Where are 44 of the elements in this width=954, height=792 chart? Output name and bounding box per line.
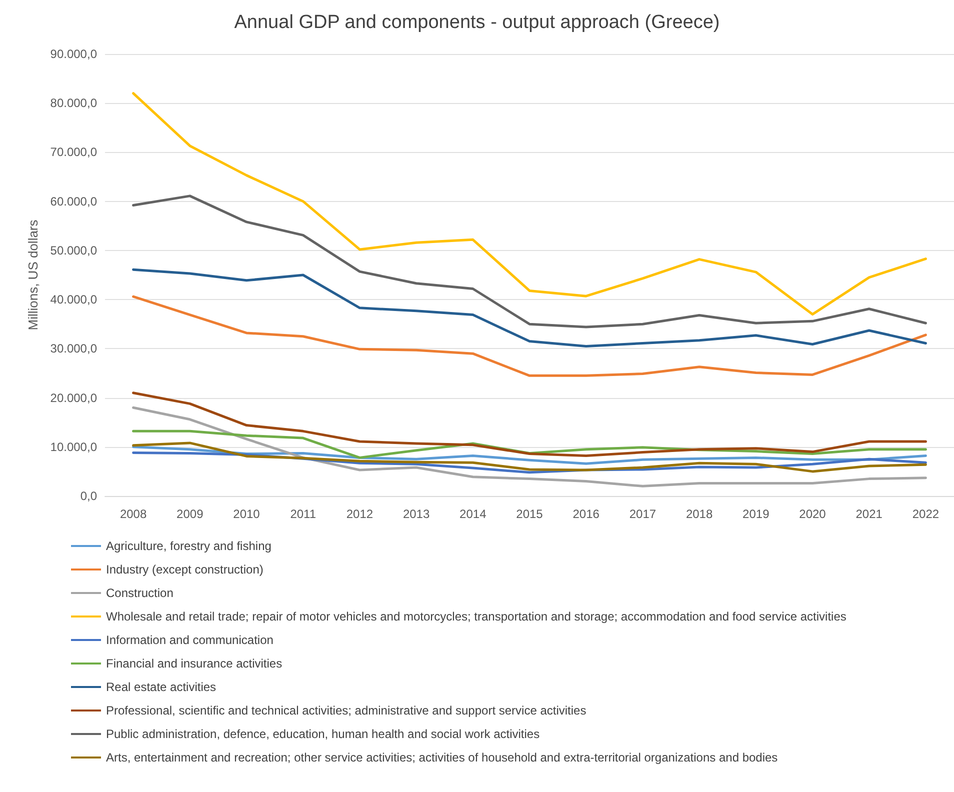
legend-label: Real estate activities: [106, 680, 216, 694]
legend-label: Construction: [106, 586, 174, 600]
x-tick-label: 2016: [572, 507, 600, 521]
y-tick-label: 20.000,0: [50, 390, 98, 405]
line-series: [132, 295, 927, 377]
line-series: [132, 268, 927, 348]
legend-label: Industry (except construction): [106, 562, 264, 576]
x-tick-label: 2022: [912, 507, 940, 521]
x-tick-label: 2011: [290, 507, 316, 521]
x-tick-label: 2012: [346, 507, 374, 521]
y-tick-label: 90.000,0: [50, 47, 98, 61]
x-tick-label: 2009: [176, 507, 204, 521]
x-tick-label: 2008: [120, 507, 147, 521]
y-tick-label: 70.000,0: [50, 145, 98, 160]
line-series: [132, 92, 927, 316]
legend-label: Financial and insurance activities: [106, 656, 282, 670]
x-tick-label: 2013: [402, 507, 430, 521]
legend-label: Wholesale and retail trade; repair of motor vehicles and motorcycles; transportation and storage; accommodation and food service activities: [106, 610, 846, 624]
y-tick-label: 50.000,0: [50, 243, 98, 258]
x-tick-label: 2010: [233, 507, 260, 521]
y-tick-label: 0,0: [80, 489, 98, 503]
x-tick-label: 2018: [686, 507, 713, 521]
legend-label: Professional, scientific and technical activities; administrative and support service activities: [106, 704, 586, 718]
x-tick-label: 2017: [629, 507, 656, 521]
x-tick-label: 2015: [516, 507, 544, 521]
line-series: [132, 392, 927, 457]
legend-label: Public administration, defence, education, human health and social work activities: [106, 727, 540, 741]
y-tick-label: 40.000,0: [50, 292, 98, 307]
line-series: [132, 406, 927, 488]
line-series: [132, 194, 927, 328]
y-tick-label: 80.000,0: [50, 96, 98, 110]
y-tick-label: 30.000,0: [50, 342, 98, 356]
x-tick-label: 2021: [856, 507, 883, 521]
x-tick-label: 2020: [799, 507, 826, 521]
chart-title: Annual GDP and components - output approach (Greece): [234, 12, 720, 33]
y-axis-title: Millions, US dollars: [25, 219, 40, 330]
legend-label: Information and communication: [106, 633, 274, 647]
x-tick-label: 2014: [460, 507, 487, 521]
legend-label: Arts, entertainment and recreation; other service activities; activities of household and extra-territorial organizations and bodies: [106, 750, 778, 764]
x-tick-label: 2019: [742, 507, 770, 521]
legend-label: Agriculture, forestry and fishing: [106, 539, 272, 553]
y-tick-label: 10.000,0: [50, 440, 98, 454]
line-series: [132, 442, 927, 473]
y-tick-label: 60.000,0: [50, 194, 98, 208]
